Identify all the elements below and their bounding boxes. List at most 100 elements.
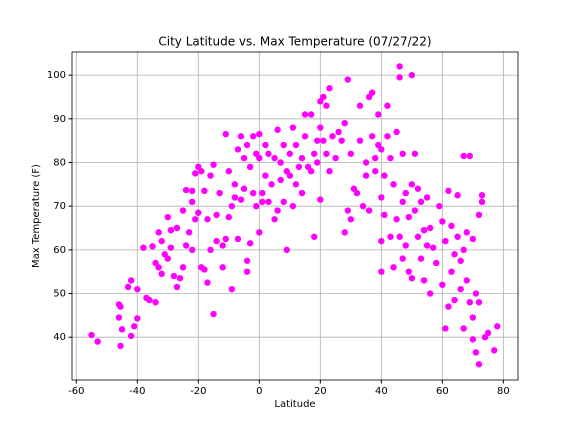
point xyxy=(301,111,309,118)
point xyxy=(347,216,355,223)
point xyxy=(411,207,419,214)
point xyxy=(451,296,458,304)
point xyxy=(433,259,440,267)
point xyxy=(466,152,474,160)
point xyxy=(219,242,226,249)
point xyxy=(117,303,124,310)
point xyxy=(301,133,309,140)
point xyxy=(414,185,422,192)
point xyxy=(234,146,242,153)
point xyxy=(362,172,370,179)
x-tick-label: 60 xyxy=(436,386,449,397)
point xyxy=(188,187,196,195)
point xyxy=(210,161,217,168)
point xyxy=(182,242,190,249)
point xyxy=(173,283,181,291)
point xyxy=(117,342,124,350)
point xyxy=(88,331,95,339)
point xyxy=(179,207,187,214)
point xyxy=(213,211,220,219)
point xyxy=(344,207,351,214)
point xyxy=(463,277,470,284)
point xyxy=(204,279,211,286)
point xyxy=(368,133,376,140)
point xyxy=(256,229,263,236)
point xyxy=(390,264,397,271)
point xyxy=(372,168,379,175)
point xyxy=(451,251,458,258)
point xyxy=(405,213,412,221)
point xyxy=(127,332,135,340)
point xyxy=(271,216,278,223)
point xyxy=(201,266,208,273)
point xyxy=(420,226,428,234)
point xyxy=(286,150,294,157)
point xyxy=(283,246,290,254)
point xyxy=(237,196,245,203)
point xyxy=(289,124,297,131)
point xyxy=(237,133,245,140)
point xyxy=(387,233,394,240)
point xyxy=(445,187,452,195)
point xyxy=(378,237,385,245)
x-tick-label: 20 xyxy=(314,386,327,397)
point xyxy=(448,222,455,230)
point xyxy=(259,189,266,197)
point xyxy=(344,76,351,83)
point xyxy=(478,192,486,199)
point xyxy=(176,275,184,282)
point xyxy=(396,74,403,81)
point xyxy=(378,194,385,201)
point xyxy=(399,198,406,206)
plot-frame xyxy=(71,51,519,381)
point xyxy=(320,137,327,144)
point xyxy=(155,229,162,236)
point xyxy=(436,202,443,210)
point xyxy=(274,207,281,214)
x-tick-label: 80 xyxy=(497,386,510,397)
point xyxy=(228,202,236,210)
point xyxy=(393,216,400,223)
point xyxy=(439,281,446,288)
point xyxy=(259,198,266,206)
point xyxy=(146,296,153,304)
point xyxy=(460,246,467,254)
point xyxy=(466,299,474,306)
x-tick-label: 40 xyxy=(375,386,388,397)
point xyxy=(158,237,165,245)
point xyxy=(170,272,178,280)
point xyxy=(381,172,388,179)
point xyxy=(158,270,165,278)
point xyxy=(207,172,214,179)
point xyxy=(277,176,284,184)
point xyxy=(182,186,190,194)
point xyxy=(149,243,156,250)
point xyxy=(381,211,388,219)
point xyxy=(356,102,364,109)
point xyxy=(326,85,333,92)
point xyxy=(314,137,321,144)
x-axis-label: Latitude xyxy=(274,399,315,410)
point xyxy=(225,168,233,175)
point xyxy=(219,264,226,271)
point xyxy=(472,290,480,297)
point xyxy=(365,207,373,214)
point xyxy=(265,198,272,206)
x-tick-label: -60 xyxy=(68,386,84,397)
point xyxy=(131,323,138,330)
point xyxy=(457,257,464,264)
point xyxy=(185,229,193,236)
point xyxy=(314,159,321,166)
point xyxy=(378,146,385,153)
point xyxy=(231,181,239,188)
x-tick-label: -20 xyxy=(190,386,206,397)
point xyxy=(246,240,254,247)
point xyxy=(164,213,171,221)
y-tick-label: 40 xyxy=(53,332,66,343)
point xyxy=(271,154,278,162)
point xyxy=(387,154,394,162)
point xyxy=(164,255,171,262)
point xyxy=(408,71,416,79)
point xyxy=(454,192,461,199)
point xyxy=(188,198,196,206)
